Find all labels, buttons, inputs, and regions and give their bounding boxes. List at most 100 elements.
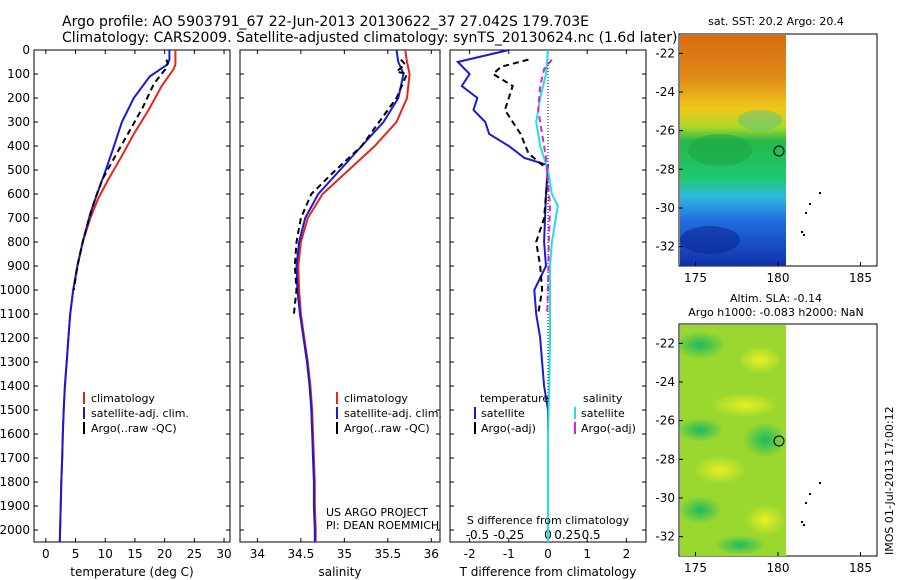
temperature-panel: 0100200300400500600700800900100011001200… [0, 43, 232, 579]
x-tick-label: 0 [544, 547, 552, 561]
x-tick-label: 10 [98, 547, 113, 561]
sla-map-title-line1: Altim. SLA: -0.14 [730, 292, 822, 305]
series-line-satellite-adj-clim- [58, 50, 171, 543]
s-tick-label: -0.25 [493, 528, 524, 542]
map-y-tick-label: -24 [655, 375, 675, 389]
profile-location-marker [773, 435, 785, 447]
legend-sal-argo-label: Argo(-adj) [581, 422, 636, 435]
sst-map-title: sat. SST: 20.2 Argo: 20.4 [708, 15, 844, 28]
map-x-tick-label: 175 [684, 561, 707, 575]
sla-map-axes: 175 180 185 -22 -24 -26 -28 -30 -32 [655, 336, 872, 575]
sla-patch [743, 422, 787, 458]
map-y-tick-label: -32 [655, 240, 675, 254]
y-tick-label: 700 [7, 211, 30, 225]
difference-depth-ticks [450, 49, 646, 531]
series-line-salinity-satellite [535, 49, 559, 542]
map-y-tick-label: -26 [655, 414, 675, 428]
sla-patch [714, 535, 766, 555]
y-tick-label: 500 [7, 163, 30, 177]
y-tick-label: 1500 [0, 403, 30, 417]
y-tick-label: 1400 [0, 379, 30, 393]
salinity-legend: climatology satellite-adj. clim. Argo(..… [336, 392, 442, 435]
y-tick-label: 200 [7, 91, 30, 105]
sla-patch [738, 346, 782, 374]
t-difference-label: T difference from climatology [459, 565, 637, 579]
y-tick-label: 1700 [0, 451, 30, 465]
s-tick-label: 0.5 [582, 528, 601, 542]
temperature-x-axis: 0 5 10 15 20 25 30 [42, 50, 232, 561]
x-tick-label: 1 [583, 547, 591, 561]
series-line-climatology [297, 49, 411, 542]
sst-patch [680, 226, 740, 254]
sla-patch [711, 393, 779, 417]
y-tick-label: 1000 [0, 283, 30, 297]
y-tick-label: 400 [7, 139, 30, 153]
sst-patch [738, 110, 782, 130]
x-tick-label: 35 [337, 547, 352, 561]
map-y-tick-label: -24 [655, 85, 675, 99]
x-tick-label: 35.5 [374, 547, 401, 561]
x-tick-label: 2 [623, 547, 631, 561]
map-y-tick-label: -30 [655, 491, 675, 505]
island-dots [801, 192, 821, 236]
sla-map-title-line2: Argo h1000: -0.083 h2000: NaN [688, 306, 864, 319]
salinity-depth-ticks [240, 49, 440, 531]
y-tick-label: 1900 [0, 499, 30, 513]
y-tick-label: 600 [7, 187, 30, 201]
map-x-tick-label: 180 [767, 271, 790, 285]
legend-satellite-label: satellite-adj. clim. [91, 407, 189, 420]
map-y-tick-label: -32 [655, 530, 675, 544]
salinity-xlabel: salinity [318, 565, 361, 579]
x-tick-label: 30 [216, 547, 231, 561]
x-tick-label: 15 [127, 547, 142, 561]
sla-patch [694, 456, 746, 484]
x-tick-label: 36 [424, 547, 439, 561]
y-tick-label: 1800 [0, 475, 30, 489]
legend-climatology-label: climatology [344, 392, 408, 405]
legend-sal-satellite-label: satellite [581, 407, 625, 420]
salinity-axes-box [239, 49, 441, 543]
series-line-salinity-argo-adj- [537, 58, 553, 315]
sst-map-panel: sat. SST: 20.2 Argo: 20.4 175 180 185 -22 -2… [655, 15, 878, 285]
temperature-legend: climatology satellite-adj. clim. Argo(..… [83, 392, 189, 435]
difference-series [455, 49, 559, 542]
series-line-satellite-adj-clim- [295, 49, 405, 542]
project-annotation-line2: PI: DEAN ROEMMICH [326, 519, 439, 532]
legend-temp-argo-label: Argo(-adj) [481, 422, 536, 435]
difference-panel: -2 -1 0 1 2-0.5 -0.25 0 0.25 0.5 S difference fr… [449, 49, 647, 579]
y-tick-label: 1200 [0, 331, 30, 345]
map-x-tick-label: 185 [849, 561, 872, 575]
map-y-tick-label: -22 [655, 336, 675, 350]
temperature-axes-box [33, 49, 231, 543]
legend-argo-label: Argo(..raw -QC) [344, 422, 430, 435]
figure-title-line2: Climatology: CARS2009. Satellite-adjuste… [62, 30, 677, 46]
map-x-tick-label: 185 [849, 271, 872, 285]
y-tick-label: 0 [22, 43, 30, 57]
legend-satellite-label: satellite-adj. clim. [344, 407, 442, 420]
y-tick-label: 2000 [0, 523, 30, 537]
sla-patch [674, 331, 726, 359]
map-y-tick-label: -22 [655, 46, 675, 60]
series-line-argo-raw-qc- [292, 58, 409, 315]
legend-temperature-title: temperature [480, 392, 549, 405]
s-tick-label: -0.5 [466, 528, 489, 542]
x-tick-label: 20 [157, 547, 172, 561]
y-tick-label: 1100 [0, 307, 30, 321]
salinity-series [292, 49, 411, 542]
y-tick-label: 800 [7, 235, 30, 249]
legend-argo-label: Argo(..raw -QC) [91, 422, 177, 435]
y-tick-label: 1300 [0, 355, 30, 369]
x-tick-label: 0 [42, 547, 50, 561]
y-tick-label: 1600 [0, 427, 30, 441]
profile-location-marker [773, 145, 785, 157]
sla-patch [745, 504, 785, 536]
s-tick-label: 0.25 [554, 528, 581, 542]
series-line-climatology [58, 50, 177, 543]
legend-climatology-label: climatology [91, 392, 155, 405]
sst-map-axes: 175 180 185 -22 -24 -26 -28 -30 -32 [655, 46, 872, 285]
y-tick-label: 900 [7, 259, 30, 273]
figure-title-line1: Argo profile: AO 5903791_67 22-Jun-2013 … [62, 14, 589, 30]
x-tick-label: 25 [187, 547, 202, 561]
map-y-tick-label: -28 [655, 162, 675, 176]
